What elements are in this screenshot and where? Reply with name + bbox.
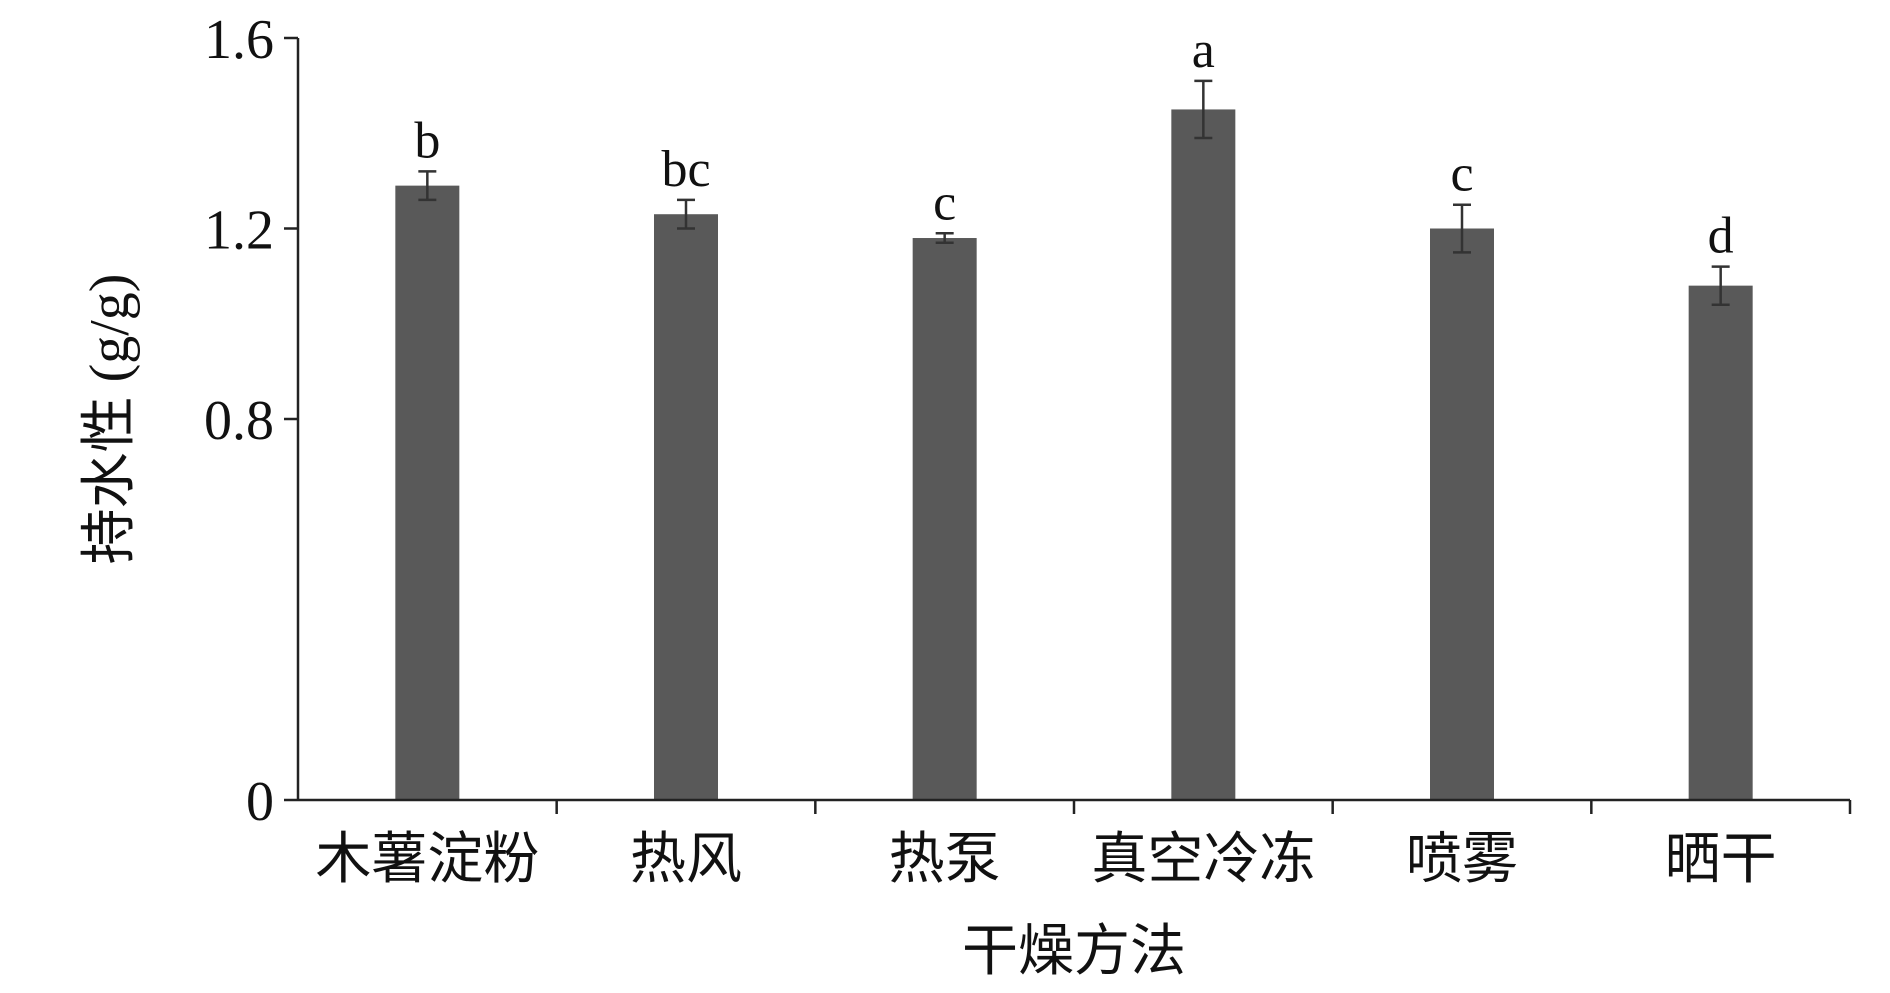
y-tick-label: 0: [246, 771, 274, 833]
category-label: 喷雾: [1406, 829, 1518, 891]
significance-label: b: [414, 112, 440, 169]
y-tick-label: 0.8: [204, 390, 274, 452]
axes-layer: 0 0.8 1.2 1.6: [204, 9, 1852, 833]
significance-label: c: [1450, 146, 1473, 203]
bar: [395, 185, 460, 800]
bar: [1430, 228, 1494, 800]
bars-layer: [395, 79, 1753, 800]
labels-layer: b 木薯淀粉 bc 热风 c 热泵 a 真空冷冻 c 喷雾 d 晒干: [315, 22, 1776, 891]
category-label: 晒干: [1665, 829, 1777, 891]
bar: [1688, 285, 1753, 800]
category-label: 木薯淀粉: [315, 829, 539, 891]
significance-label: c: [933, 174, 956, 231]
x-axis-title: 干燥方法: [962, 921, 1186, 983]
significance-label: d: [1708, 208, 1734, 265]
category-label: 热泵: [889, 829, 1001, 891]
y-tick-label: 1.6: [204, 9, 274, 71]
bar: [912, 238, 977, 800]
category-label: 热风: [630, 829, 742, 891]
significance-label: bc: [661, 141, 710, 198]
category-label: 真空冷冻: [1091, 829, 1315, 891]
y-axis-title: 持水性 (g/g): [79, 274, 141, 565]
bar: [1171, 109, 1236, 800]
significance-label: a: [1192, 22, 1215, 79]
y-tick-label: 1.2: [204, 200, 274, 262]
bar: [654, 214, 718, 800]
